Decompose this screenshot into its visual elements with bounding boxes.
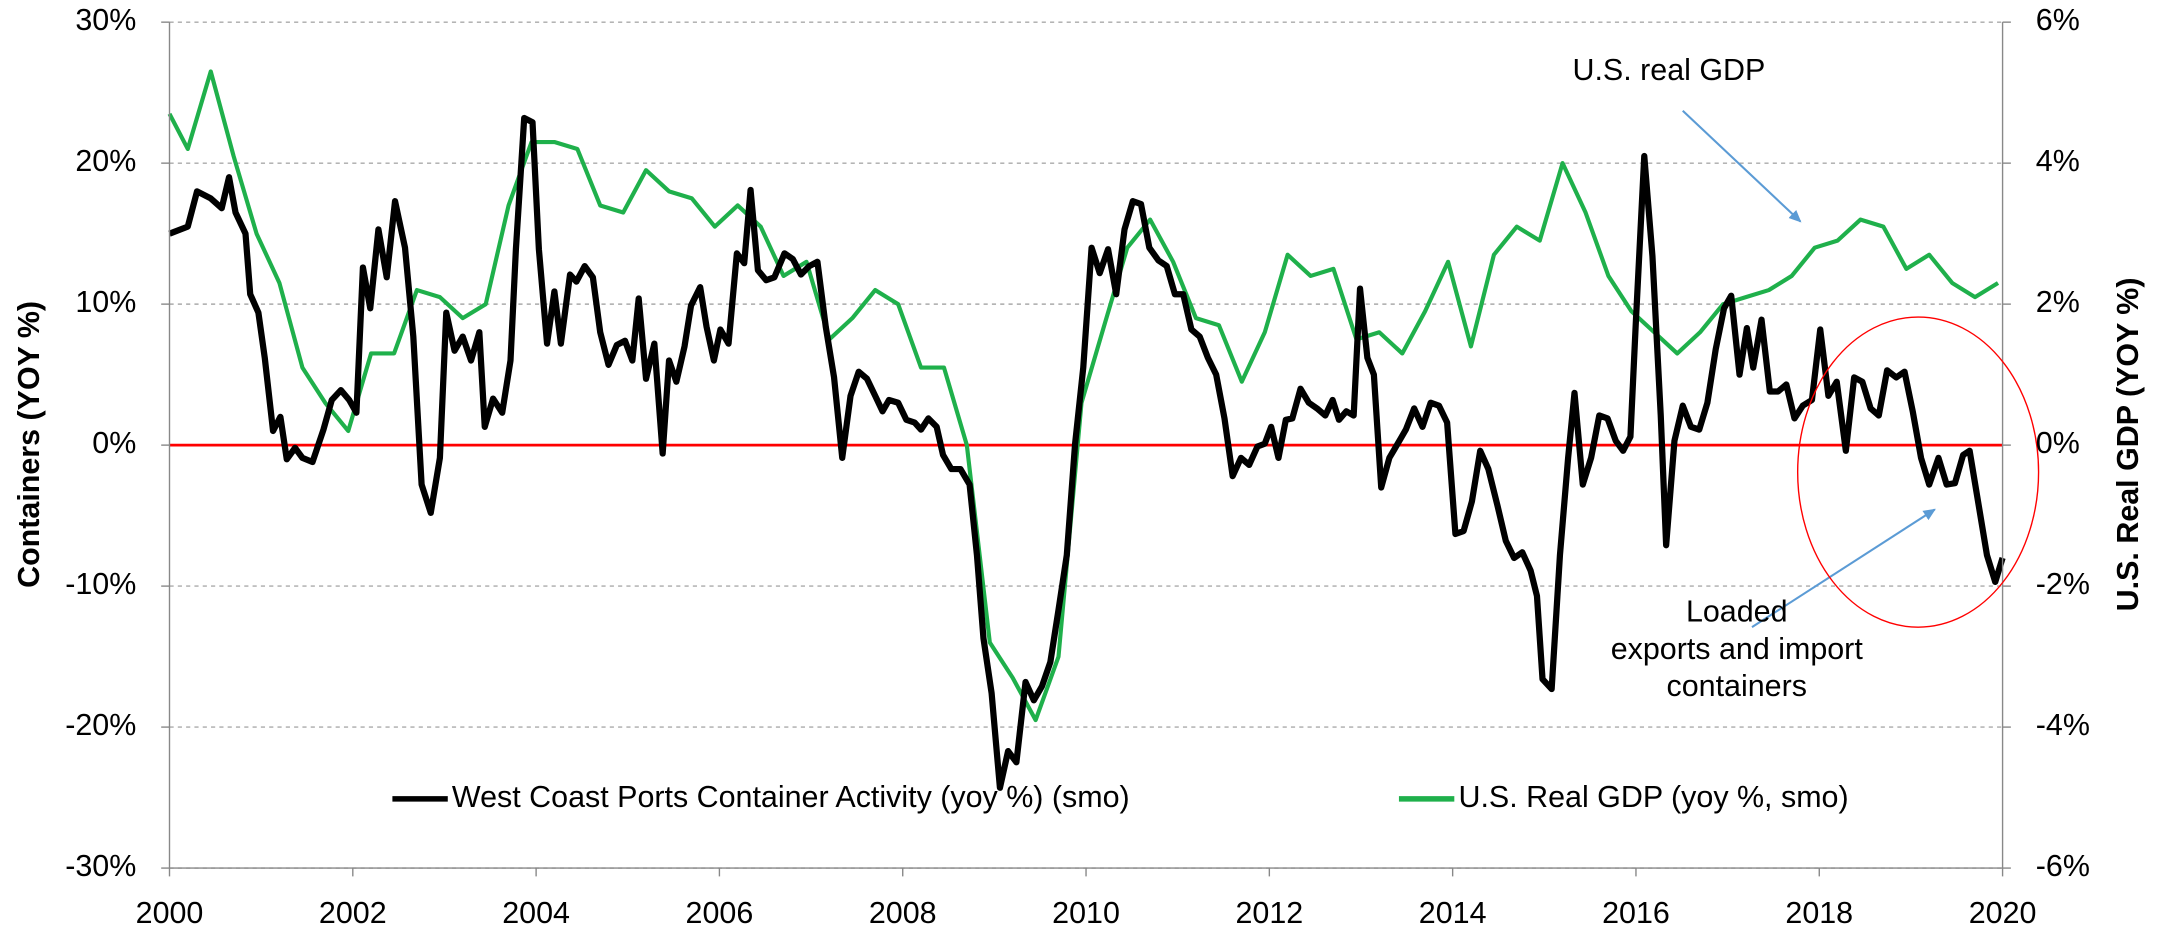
y-tick-label: 0% xyxy=(92,426,136,460)
annotation-arrow xyxy=(1751,508,1936,629)
y-tick-label: 10% xyxy=(75,285,136,319)
legend-label: West Coast Ports Container Activity (yoy… xyxy=(452,780,1130,814)
annotation-arrow xyxy=(1682,110,1802,223)
grid xyxy=(169,21,2003,869)
legend: West Coast Ports Container Activity (yoy… xyxy=(392,780,1849,814)
y2-tick-label: 0% xyxy=(2036,426,2080,460)
y2-tick-label: -2% xyxy=(2036,567,2090,601)
y2-tick-label: 2% xyxy=(2036,285,2080,319)
x-tick-label: 2010 xyxy=(1052,896,1120,929)
x-tick-label: 2002 xyxy=(319,896,387,929)
y2-tick-label: 6% xyxy=(2036,3,2080,37)
y-tick-label: -30% xyxy=(65,849,136,883)
x-tick-label: 2012 xyxy=(1235,896,1303,929)
y-axis-title: Containers (YOY %) xyxy=(12,301,46,588)
highlight-ellipse xyxy=(1796,316,2040,628)
x-tick-label: 2018 xyxy=(1785,896,1853,929)
annotations: U.S. real GDP Loaded exports and importcon… xyxy=(1572,53,1863,703)
y2-tick-label: -6% xyxy=(2036,849,2090,883)
annotation: U.S. real GDP xyxy=(1572,53,1765,87)
y2-tick-label: -4% xyxy=(2036,708,2090,742)
x-tick-label: 2008 xyxy=(869,896,937,929)
annotation: exports and import xyxy=(1611,632,1864,666)
legend-label: U.S. Real GDP (yoy %, smo) xyxy=(1458,780,1848,814)
y-tick-label: -20% xyxy=(65,708,136,742)
y2-axis-title: U.S. Real GDP (YOY %) xyxy=(2111,278,2145,612)
y2-tick-label: 4% xyxy=(2036,144,2080,178)
series-line xyxy=(168,114,2006,791)
x-tick-label: 2004 xyxy=(502,896,570,929)
x-tick-label: 2014 xyxy=(1419,896,1487,929)
y-tick-label: -10% xyxy=(65,567,136,601)
annotation: Loaded xyxy=(1686,594,1788,628)
x-tick-label: 2016 xyxy=(1602,896,1670,929)
x-tick-label: 2020 xyxy=(1969,896,2037,929)
y-tick-label: 30% xyxy=(75,3,136,37)
x-tick-label: 2006 xyxy=(686,896,754,929)
y-tick-label: 20% xyxy=(75,144,136,178)
series-lines xyxy=(167,69,2006,791)
annotation: containers xyxy=(1667,669,1807,703)
x-tick-label: 2000 xyxy=(136,896,204,929)
